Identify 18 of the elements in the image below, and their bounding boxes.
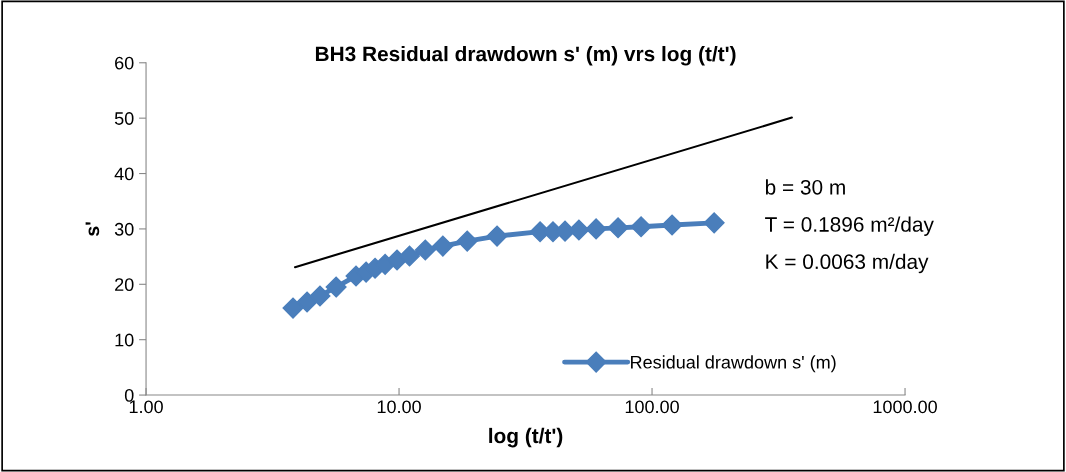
annotation: T = 0.1896 m²/day bbox=[765, 216, 934, 236]
y-tick-label: 50 bbox=[114, 112, 134, 125]
y-tick-label: 40 bbox=[114, 167, 134, 181]
chart-title: BH3 Residual drawdown s' (m) vrs log (t/t') bbox=[315, 45, 736, 66]
y-tick-label: 20 bbox=[115, 278, 134, 292]
x-tick-label: 10.00 bbox=[377, 400, 421, 414]
x-tick-label: 1.00 bbox=[129, 400, 163, 414]
annotation: b = 30 m bbox=[765, 179, 845, 195]
y-tick-label: 0 bbox=[124, 389, 134, 402]
y-tick-label: 10 bbox=[115, 333, 134, 347]
annotation: K = 0.0063 m/day bbox=[766, 253, 929, 274]
x-tick-label: 1000.00 bbox=[873, 400, 937, 414]
y-tick-label: 60 bbox=[115, 56, 134, 70]
y-axis-title: s' bbox=[85, 222, 100, 236]
x-axis-title: log (t/t') bbox=[489, 427, 563, 448]
x-tick-label: 100.00 bbox=[625, 400, 679, 414]
y-tick-label: 30 bbox=[114, 222, 134, 236]
legend-label: Residual drawdown s' (m) bbox=[631, 355, 836, 373]
